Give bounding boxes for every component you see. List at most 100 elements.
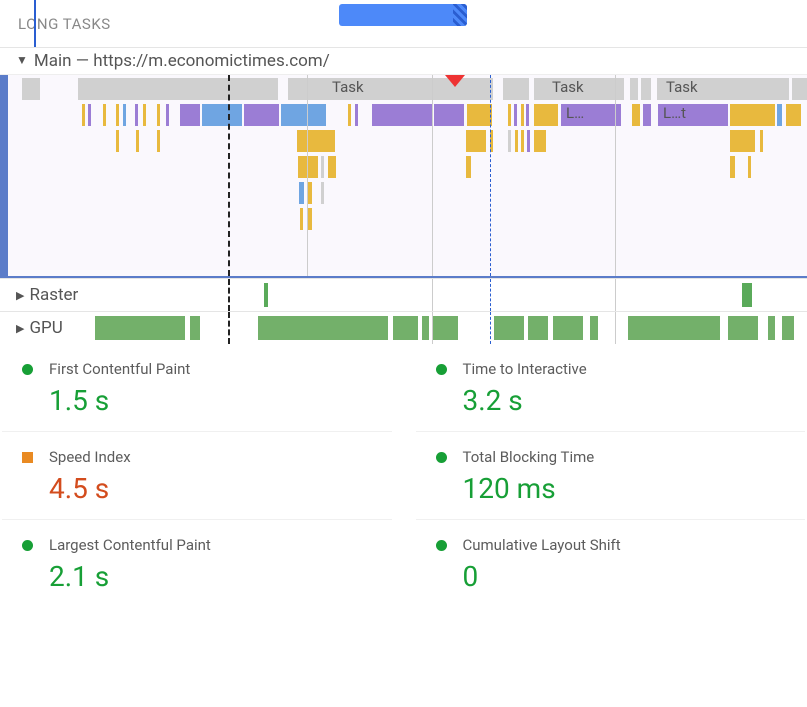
flame-call-segment[interactable] — [103, 104, 106, 126]
flame-task-segment[interactable] — [630, 78, 638, 100]
flame-call-segment[interactable] — [372, 104, 432, 126]
metric-card: Speed Index4.5 s — [2, 431, 392, 519]
timeline-vline — [228, 279, 230, 311]
gpu-bar[interactable] — [393, 316, 418, 340]
flame-call-segment[interactable] — [166, 104, 169, 126]
flame-call-segment[interactable] — [632, 104, 640, 126]
gpu-bar[interactable] — [95, 316, 185, 340]
flame-call-segment[interactable] — [526, 104, 529, 126]
flame-call-segment[interactable] — [281, 104, 326, 126]
flame-call-segment[interactable] — [180, 104, 200, 126]
flame-call-segment[interactable] — [157, 104, 160, 126]
flame-row — [8, 130, 807, 152]
flame-call-segment[interactable] — [328, 156, 336, 178]
timeline-vline — [615, 75, 616, 276]
flame-call-segment[interactable] — [514, 104, 517, 126]
flame-call-segment[interactable] — [143, 104, 146, 126]
flame-call-segment[interactable] — [297, 130, 335, 152]
main-thread-flame-chart[interactable]: Task Task Task L… L…t — [0, 75, 807, 278]
raster-track[interactable]: Raster — [0, 278, 807, 311]
gpu-track[interactable]: GPU — [0, 311, 807, 344]
flame-task-label[interactable]: Task — [661, 78, 733, 100]
flame-call-segment[interactable] — [508, 104, 511, 126]
flame-call-segment[interactable] — [300, 208, 303, 230]
flame-row — [8, 208, 807, 230]
metric-value: 2.1 s — [49, 560, 382, 593]
flame-call-segment[interactable] — [355, 104, 358, 126]
gpu-bar[interactable] — [528, 316, 548, 340]
flame-task-label[interactable]: Task — [327, 78, 435, 100]
flame-task-segment[interactable] — [792, 78, 807, 100]
metric-label: First Contentful Paint — [49, 360, 190, 378]
flame-call-segment[interactable] — [466, 156, 471, 178]
flame-call-segment[interactable] — [244, 104, 279, 126]
flame-call-segment[interactable] — [527, 130, 530, 152]
flame-task-segment[interactable] — [22, 78, 40, 100]
flame-call-segment[interactable] — [157, 130, 160, 152]
timeline-vline — [615, 279, 616, 311]
flame-call-segment[interactable] — [321, 156, 324, 178]
expand-icon[interactable] — [16, 287, 29, 303]
gpu-bar[interactable] — [782, 316, 794, 340]
flame-task-segment[interactable] — [78, 78, 278, 100]
flame-call-segment[interactable] — [308, 208, 312, 230]
flame-call-segment[interactable] — [298, 156, 318, 178]
flame-call-segment[interactable] — [534, 130, 546, 152]
metric-card: Cumulative Layout Shift0 — [416, 519, 806, 607]
gpu-bar[interactable] — [422, 316, 429, 340]
gpu-bar[interactable] — [258, 316, 388, 340]
flame-call-segment[interactable] — [299, 182, 304, 204]
flame-call-segment[interactable] — [508, 130, 511, 152]
metric-label: Largest Contentful Paint — [49, 536, 211, 554]
gpu-bar[interactable] — [553, 316, 583, 340]
flame-row: L… L…t — [8, 104, 807, 126]
flame-call-segment[interactable] — [135, 104, 138, 126]
main-thread-header[interactable]: Main — https://m.economictimes.com/ — [0, 48, 807, 75]
flame-call-segment[interactable] — [82, 104, 85, 126]
gpu-bar[interactable] — [190, 316, 200, 340]
gpu-bar[interactable] — [590, 316, 598, 340]
flame-task-segment[interactable] — [503, 78, 529, 100]
flame-call-segment[interactable] — [466, 130, 486, 152]
flame-call-segment[interactable] — [730, 156, 735, 178]
flame-call-segment[interactable] — [123, 104, 126, 126]
gpu-bar[interactable] — [494, 316, 524, 340]
flame-call-segment[interactable] — [202, 104, 242, 126]
flame-call-segment[interactable] — [730, 104, 775, 126]
flame-call-segment[interactable] — [116, 104, 119, 126]
flame-call-segment[interactable] — [521, 130, 524, 152]
raster-bar[interactable] — [264, 283, 268, 307]
flame-call-segment[interactable] — [515, 130, 518, 152]
raster-bar[interactable] — [742, 283, 752, 307]
flame-call-segment[interactable] — [643, 104, 651, 126]
gpu-bar[interactable] — [728, 316, 758, 340]
flame-call-segment[interactable] — [136, 130, 139, 152]
expand-icon[interactable] — [16, 320, 29, 336]
flame-call-segment[interactable] — [786, 104, 801, 126]
status-dot-icon — [436, 364, 447, 375]
flame-call-segment[interactable] — [88, 104, 91, 126]
flame-task-label[interactable]: Task — [547, 78, 619, 100]
collapse-icon[interactable] — [16, 53, 28, 67]
flame-call-segment[interactable] — [321, 182, 324, 204]
flame-call-segment[interactable]: L…t — [658, 104, 728, 126]
long-tasks-bar[interactable] — [339, 4, 467, 26]
flame-call-segment[interactable] — [116, 130, 119, 152]
flame-call-segment[interactable] — [777, 104, 782, 126]
flame-call-segment[interactable] — [748, 156, 751, 178]
timeline-vline — [432, 279, 433, 311]
flame-call-segment[interactable] — [348, 104, 351, 126]
flame-task-segment[interactable] — [641, 78, 651, 100]
metric-value: 4.5 s — [49, 472, 382, 505]
flame-call-segment[interactable] — [434, 104, 464, 126]
flame-call-segment[interactable] — [730, 130, 755, 152]
gpu-bar[interactable] — [628, 316, 720, 340]
flame-call-segment[interactable]: L… — [561, 104, 621, 126]
flame-call-segment[interactable] — [760, 130, 763, 152]
flame-call-segment[interactable] — [534, 104, 558, 126]
gpu-bar[interactable] — [433, 316, 458, 340]
gpu-bar[interactable] — [768, 316, 775, 340]
main-thread-title: Main — https://m.economictimes.com/ — [34, 51, 330, 71]
flame-call-segment[interactable] — [467, 104, 492, 126]
flame-call-segment[interactable] — [521, 104, 524, 126]
